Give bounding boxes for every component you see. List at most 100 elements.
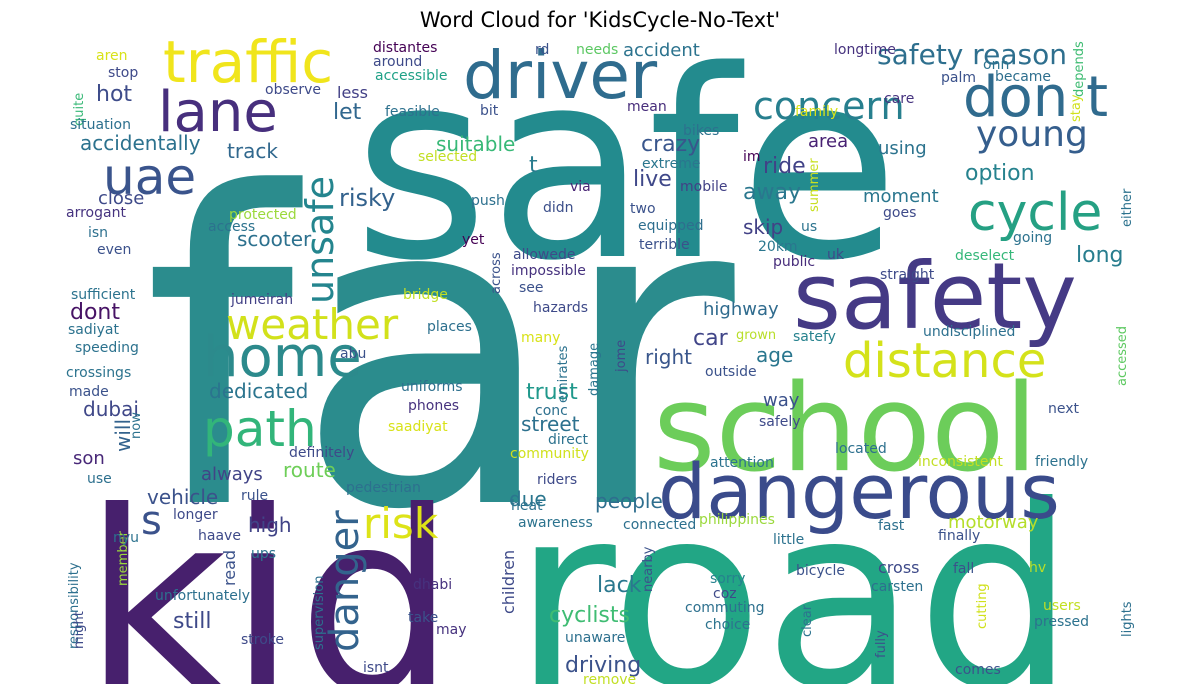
cloud-word: isnt (363, 660, 389, 676)
cloud-word: path (203, 400, 317, 458)
cloud-word: always (201, 464, 263, 485)
cloud-word: equipped (638, 218, 704, 234)
cloud-word: distance (843, 333, 1046, 389)
cloud-word: community (510, 446, 589, 462)
cloud-word: terrible (639, 237, 690, 253)
cloud-word: s (141, 498, 162, 544)
cloud-word: risky (339, 184, 395, 212)
cloud-word: sorry (710, 571, 745, 587)
cloud-word: commuting (685, 600, 765, 616)
cloud-word: family (795, 104, 838, 120)
cloud-word: school (653, 360, 1038, 499)
cloud-word: speeding (75, 340, 139, 356)
cloud-word: saadiyat (388, 419, 448, 435)
cloud-word: depends (1072, 41, 1087, 97)
cloud-word: straight (880, 267, 935, 283)
cloud-word: uk (827, 247, 845, 263)
cloud-word: cutting (975, 583, 990, 629)
cloud-word: don t (963, 65, 1108, 130)
cloud-word: bridge (403, 287, 448, 303)
cloud-word: jome (614, 340, 629, 373)
cloud-word: us (801, 219, 817, 235)
cloud-word: unfortunately (155, 588, 250, 604)
cloud-word: danger (322, 510, 368, 652)
cloud-word: bicycle (796, 563, 845, 579)
cloud-word: satefy (793, 329, 836, 345)
cloud-word: protected (229, 207, 297, 223)
cloud-word: grown (736, 328, 776, 343)
cloud-word: t (529, 153, 538, 178)
cloud-word: driving (565, 653, 641, 678)
cloud-word: im (743, 149, 761, 165)
cloud-word: area (808, 131, 848, 152)
cloud-word: might (72, 611, 87, 649)
cloud-word: stroke (241, 632, 284, 648)
cloud-word: onn (983, 57, 1009, 73)
cloud-word: carsten (871, 579, 923, 595)
cloud-word: ride (763, 154, 806, 179)
cloud-word: accessible (375, 68, 447, 84)
cloud-word: direct (548, 432, 589, 448)
cloud-word: finally (938, 528, 980, 544)
cloud-word: driver (463, 37, 658, 114)
cloud-word: haave (198, 528, 241, 544)
cloud-word: undisciplined (923, 324, 1015, 340)
cloud-word: extreme (642, 156, 700, 172)
cloud-word: care (884, 91, 914, 107)
cloud-word: even (97, 242, 131, 258)
cloud-word: ups (251, 546, 276, 562)
cloud-word: summer (807, 158, 822, 212)
cloud-word: definitely (289, 445, 354, 461)
cloud-word: rule (241, 488, 268, 504)
cloud-word: observe (265, 82, 321, 98)
cloud-word: member (116, 530, 131, 586)
cloud-word: way (763, 390, 800, 411)
cloud-word: allowede (513, 247, 576, 263)
cloud-word: live (633, 167, 672, 192)
cloud-word: outside (705, 364, 757, 380)
cloud-word: sufficient (71, 287, 136, 303)
cloud-word: safety (793, 243, 1077, 350)
cloud-word: safety reason (877, 38, 1067, 71)
cloud-word: distantes (373, 40, 437, 56)
cloud-word: nyu (113, 530, 139, 546)
cloud-word: due (509, 487, 547, 511)
cloud-word: deselect (955, 248, 1015, 264)
cloud-word: risk (363, 499, 439, 548)
cloud-word: route (283, 458, 336, 482)
cloud-word: clear (800, 604, 815, 637)
cloud-word: phones (408, 398, 459, 414)
cloud-word: little (773, 532, 804, 548)
cloud-word: see (519, 280, 544, 296)
cloud-word: responsibility (67, 562, 82, 649)
cloud-word: using (878, 138, 927, 159)
cloud-word: now (129, 412, 144, 439)
word-cloud: far safe kid road school safety dangerous drive… (63, 34, 1138, 684)
cloud-word: take (408, 610, 438, 626)
cloud-word: long (1076, 243, 1123, 268)
cloud-word: yet (462, 232, 485, 248)
cloud-word: concern (753, 84, 905, 128)
cloud-word: far (143, 104, 739, 604)
cloud-word: dont (70, 300, 120, 325)
cloud-word: suitable (436, 132, 515, 156)
cloud-word: public (773, 254, 815, 270)
cloud-word: cyclists (549, 603, 630, 628)
cloud-word: option (965, 161, 1035, 186)
cloud-word: vehicle (147, 485, 218, 509)
cloud-word: high (248, 513, 292, 537)
cloud-word: dhabi (413, 577, 452, 593)
cloud-word: arrogant (66, 205, 126, 221)
cloud-word: fall (953, 561, 974, 577)
cloud-word: away (743, 180, 801, 205)
cloud-word: mean (627, 99, 667, 115)
cloud-word: impossible (511, 263, 586, 279)
cloud-word: lack (597, 573, 642, 598)
cloud-word: remove (583, 672, 636, 684)
cloud-word: crazy (641, 132, 700, 157)
cloud-word: palm (941, 70, 976, 86)
cloud-word: hv (1029, 560, 1046, 576)
cloud-word: accident (623, 40, 700, 61)
cloud-word: pedestrian (346, 480, 421, 496)
